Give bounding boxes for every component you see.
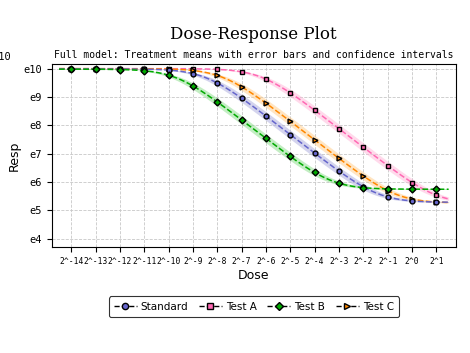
Title: Dose-Response Plot: Dose-Response Plot (171, 25, 337, 43)
Y-axis label: Resp: Resp (8, 140, 21, 170)
Legend: Standard, Test A, Test B, Test C: Standard, Test A, Test B, Test C (109, 297, 399, 317)
X-axis label: Dose: Dose (238, 269, 270, 282)
Text: Full model: Treatment means with error bars and confidence intervals: Full model: Treatment means with error b… (54, 50, 454, 60)
Text: e10: e10 (0, 52, 11, 62)
